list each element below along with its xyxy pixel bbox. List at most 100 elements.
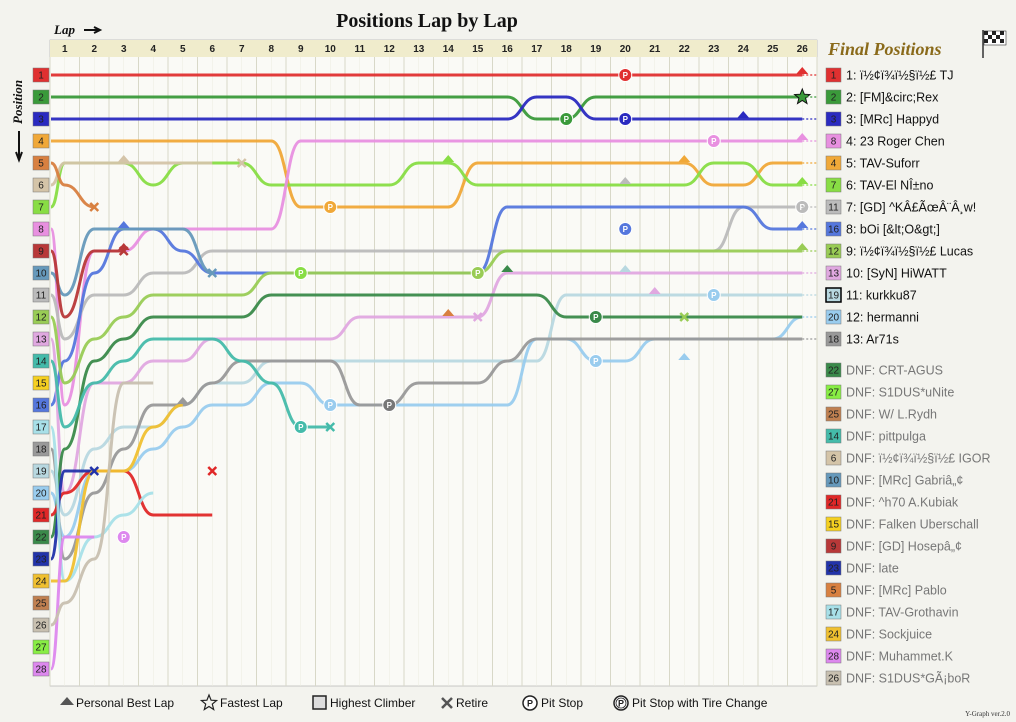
position-line xyxy=(50,95,803,121)
lap-number: 20 xyxy=(620,44,632,55)
retire-marker xyxy=(325,422,336,432)
personal-best-marker xyxy=(678,353,691,360)
personal-best-marker xyxy=(796,243,809,250)
position-number: 10 xyxy=(35,269,47,280)
position-box xyxy=(32,419,50,435)
start-position-number: 5 xyxy=(831,586,837,597)
pit-stop-letter: P xyxy=(593,357,599,366)
pit-stop-marker xyxy=(116,530,131,544)
pit-stop-letter: P xyxy=(711,137,717,146)
pit-stop-marker xyxy=(706,134,721,148)
lap-number: 9 xyxy=(298,44,304,55)
position-number: 14 xyxy=(35,357,47,368)
start-position-box xyxy=(825,450,842,466)
pit-stop-legend-letter: P xyxy=(527,699,533,709)
personal-best-marker xyxy=(796,221,809,228)
position-box xyxy=(32,265,50,281)
pit-stop-letter: P xyxy=(623,115,629,124)
personal-best-marker xyxy=(619,177,632,184)
position-line xyxy=(49,425,154,583)
lap-number: 1 xyxy=(62,44,68,55)
pit-stop-marker xyxy=(382,398,397,412)
retire-legend-label: Retire xyxy=(456,696,488,710)
position-number: 11 xyxy=(36,291,47,302)
chart-title: Positions Lap by Lap xyxy=(336,10,518,32)
position-box xyxy=(32,111,50,127)
position-box xyxy=(32,331,50,347)
position-line xyxy=(49,271,803,495)
start-position-number: 19 xyxy=(828,291,840,302)
final-standing-name: 12: hermanni xyxy=(846,311,919,325)
pit-stop-marker xyxy=(293,420,308,434)
start-position-box xyxy=(825,155,842,171)
final-standing-name: 13: Ar71s xyxy=(846,333,899,347)
pit-stop-marker xyxy=(706,288,721,302)
start-position-number: 23 xyxy=(828,564,840,575)
position-box xyxy=(32,507,50,523)
start-position-box xyxy=(825,265,842,281)
start-position-number: 24 xyxy=(828,630,840,641)
lap-number: 14 xyxy=(443,44,455,55)
start-position-number: 22 xyxy=(828,366,840,377)
final-standing-name: 4: 23 Roger Chen xyxy=(846,135,945,149)
start-position-box xyxy=(825,428,842,444)
lap-number: 18 xyxy=(561,44,573,55)
pit-stop-marker xyxy=(470,266,485,280)
position-box xyxy=(32,573,50,589)
x-axis-arrow-icon xyxy=(84,26,103,34)
position-line xyxy=(50,227,213,297)
start-position-box xyxy=(825,243,842,259)
final-standing-name: 8: bOi [&lt;O&gt;] xyxy=(846,223,940,237)
dnf-name: DNF: TAV-Grothavin xyxy=(846,606,959,620)
final-standing-name: 10: [SyN] HiWATT xyxy=(846,267,947,281)
start-position-box xyxy=(825,472,842,488)
position-box xyxy=(32,199,50,215)
highest-climber-legend-icon xyxy=(312,695,327,710)
version-label: Y-Graph ver.2.0 xyxy=(965,710,1010,718)
position-box xyxy=(32,155,50,171)
position-number: 13 xyxy=(35,335,47,346)
retire-marker xyxy=(472,312,483,322)
start-position-number: 4 xyxy=(831,159,837,170)
personal-best-marker xyxy=(648,287,661,294)
pit-stop-marker xyxy=(618,112,633,126)
position-number: 7 xyxy=(38,203,44,214)
position-number: 18 xyxy=(35,445,47,456)
position-number: 1 xyxy=(38,71,44,82)
position-box xyxy=(32,463,50,479)
position-number: 12 xyxy=(35,313,47,324)
dnf-name: DNF: [MRc] Gabriâ„¢ xyxy=(846,474,963,488)
personal-best-marker xyxy=(796,177,809,184)
pit-stop-letter: P xyxy=(387,401,393,410)
personal-best-marker xyxy=(619,265,632,272)
lap-number: 26 xyxy=(797,44,809,55)
position-number: 27 xyxy=(35,643,47,654)
dnf-name: DNF: Sockjuice xyxy=(846,628,932,642)
y-axis-label: Position xyxy=(10,80,25,124)
start-position-box xyxy=(825,626,842,642)
final-standing-name: 6: TAV-El NÎ±no xyxy=(846,178,933,193)
personal-best-marker xyxy=(796,133,809,140)
start-position-number: 17 xyxy=(828,608,840,619)
pit-stop-marker xyxy=(618,68,633,82)
start-position-box xyxy=(825,494,842,510)
personal-best-marker xyxy=(117,155,130,162)
pit-stop-tire-legend-letter: P xyxy=(618,699,624,709)
dnf-name: DNF: late xyxy=(846,562,899,576)
start-position-number: 28 xyxy=(828,652,840,663)
final-standing-name: 9: ï½¢ï¾ï½§ï½£ Lucas xyxy=(846,245,973,259)
dnf-name: DNF: W/ L.Rydh xyxy=(846,408,937,422)
position-line xyxy=(49,293,803,539)
start-position-number: 14 xyxy=(828,432,840,443)
start-position-box xyxy=(825,582,842,598)
position-boxes: 1234567891011121314151617181920212223242… xyxy=(32,67,50,677)
start-position-number: 9 xyxy=(831,542,837,553)
final-standing-name: 5: TAV-Suforr xyxy=(846,157,920,171)
position-line xyxy=(49,249,124,319)
position-box xyxy=(32,485,50,501)
pit-stop-marker xyxy=(618,222,633,236)
position-number: 4 xyxy=(38,137,44,148)
lap-number: 2 xyxy=(91,44,97,55)
position-box xyxy=(32,243,50,259)
